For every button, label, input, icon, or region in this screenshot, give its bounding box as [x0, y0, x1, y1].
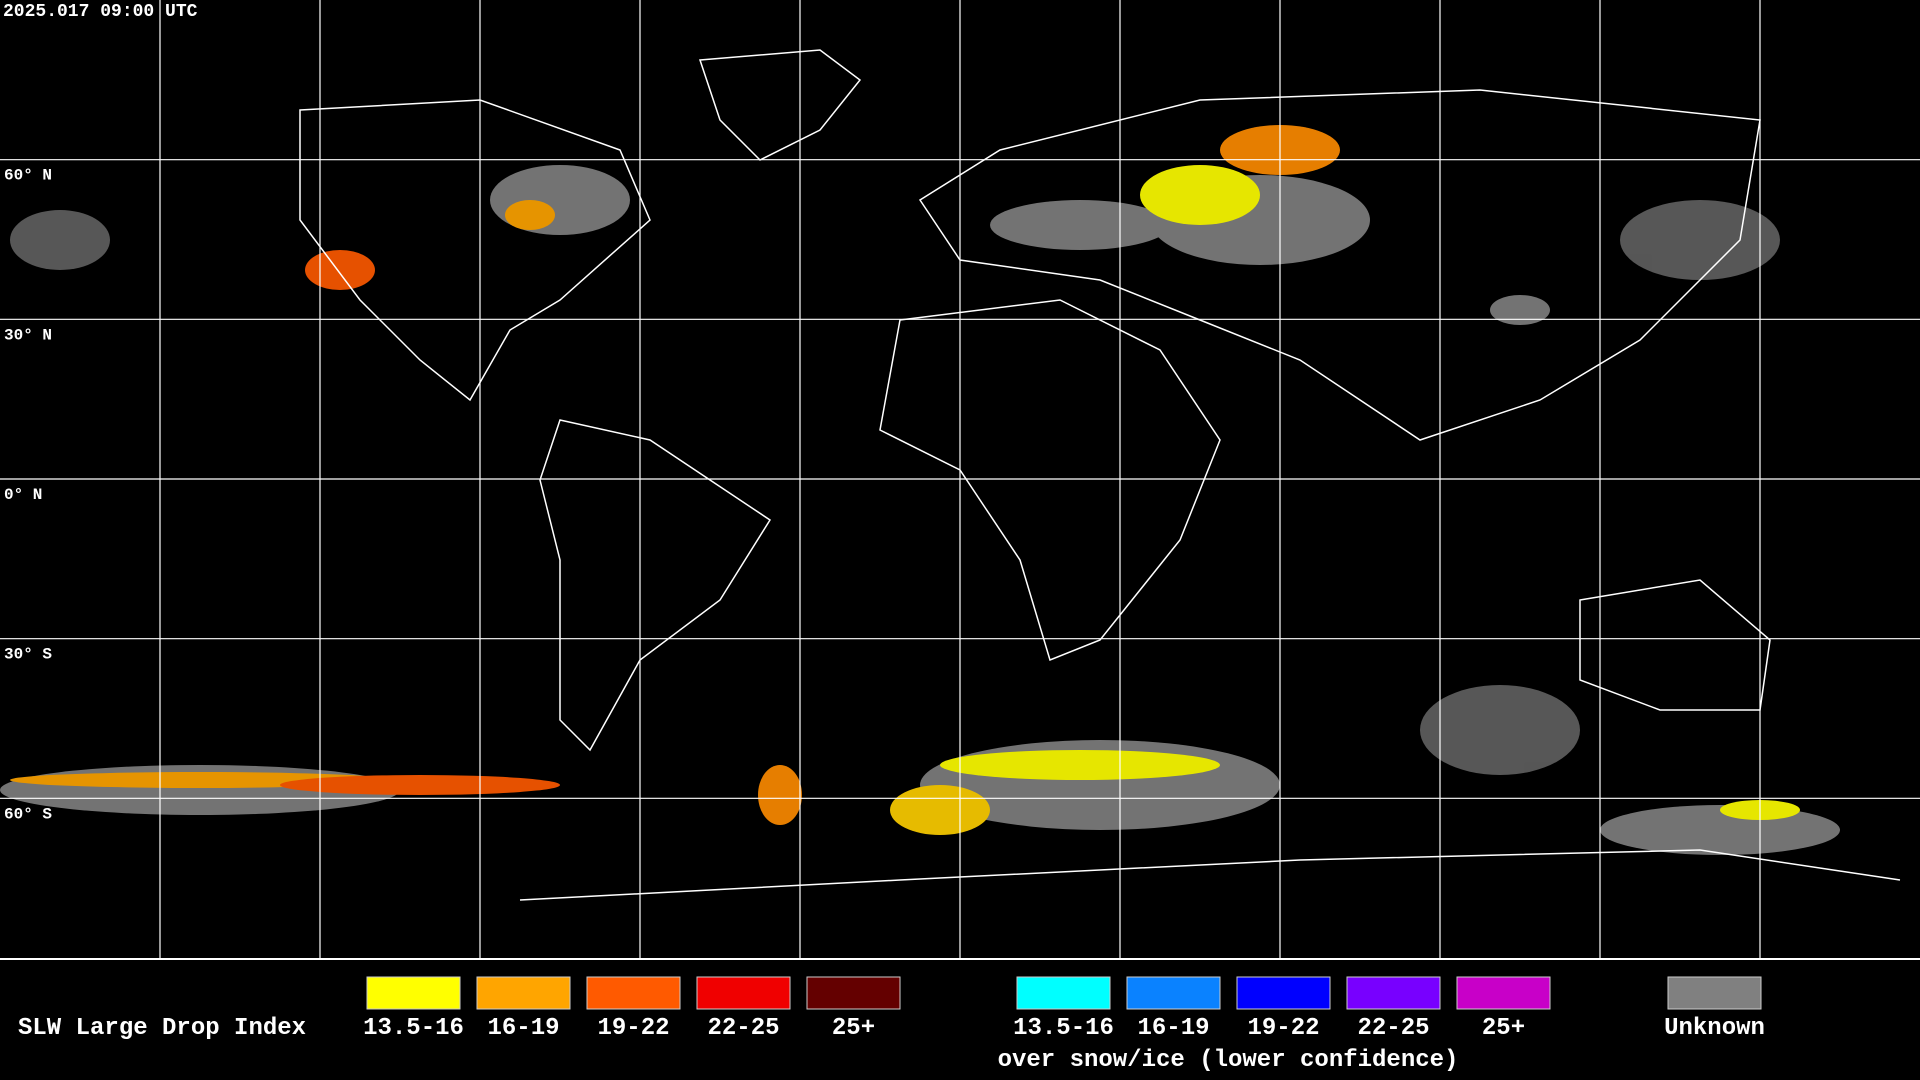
legend-label: 22-25	[1357, 1015, 1429, 1042]
legend-swatch	[1236, 976, 1331, 1010]
map: 60° N 30° N 0° N 30° S 60° S	[0, 0, 1920, 958]
legend-label: 22-25	[707, 1015, 779, 1042]
legend-swatch	[586, 976, 681, 1010]
legend-label: 13.5-16	[1013, 1015, 1114, 1042]
legend: 13.5-16 16-19 19-22 22-25 25+ 13.5-16 16-19 19-…	[363, 976, 1765, 1042]
legend-label: 13.5-16	[363, 1015, 464, 1042]
legend-label: 16-19	[487, 1015, 559, 1042]
legend-label: 19-22	[1247, 1015, 1319, 1042]
coastlines	[299, 49, 1901, 901]
legend-label: 16-19	[1137, 1015, 1209, 1042]
map-grid: 60° N 30° N 0° N 30° S 60° S	[0, 0, 1920, 958]
map-border	[0, 958, 1920, 960]
latitude-label: 60° N	[4, 167, 52, 185]
cloud-patches	[0, 125, 1840, 855]
legend-swatch	[1456, 976, 1551, 1010]
legend-swatch	[1016, 976, 1111, 1010]
legend-swatch	[1126, 976, 1221, 1010]
timestamp: 2025.017 09:00 UTC	[3, 2, 198, 22]
legend-note: over snow/ice (lower confidence)	[998, 1047, 1459, 1074]
legend-swatch	[366, 976, 461, 1010]
legend-swatch	[476, 976, 571, 1010]
legend-swatch	[1667, 976, 1762, 1010]
latitude-label: 30° S	[4, 646, 52, 664]
legend-label: Unknown	[1664, 1015, 1765, 1042]
latitude-label: 60° S	[4, 805, 52, 823]
legend-swatch	[1346, 976, 1441, 1010]
legend-swatch	[806, 976, 901, 1010]
legend-label: 19-22	[597, 1015, 669, 1042]
legend-swatch	[696, 976, 791, 1010]
latitude-label: 30° N	[4, 326, 52, 344]
legend-label: 25+	[1482, 1015, 1525, 1042]
legend-title: SLW Large Drop Index	[18, 1015, 306, 1042]
latitude-label: 0° N	[4, 486, 42, 504]
legend-label: 25+	[832, 1015, 875, 1042]
